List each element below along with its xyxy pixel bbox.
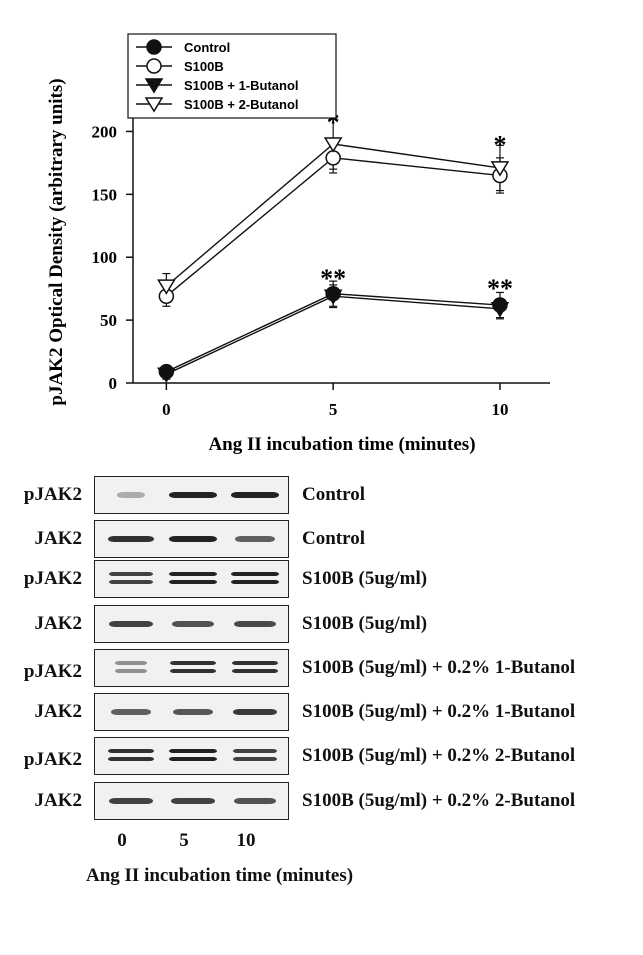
blot-protein-label: pJAK2 — [23, 484, 82, 505]
blot-condition-label: S100B (5ug/ml) + 0.2% 1-Butanol — [302, 701, 576, 722]
blot-row: JAK2 S100B (5ug/ml) + 0.2% 1-Butanol — [0, 692, 643, 732]
y-tick-label: 150 — [92, 185, 118, 204]
blot-condition-label: Control — [302, 528, 365, 549]
blot-band — [114, 669, 148, 673]
blot-protein-label: JAK2 — [34, 613, 83, 634]
line-chart: 0 50 100 150 200 0 5 10 Ang II incubation time (… — [46, 33, 550, 455]
blot-band — [109, 572, 153, 576]
blot-band — [235, 536, 275, 542]
blot-band — [169, 572, 217, 576]
blot-band — [232, 669, 278, 673]
blot-band — [114, 661, 148, 665]
y-tick-label: 50 — [100, 311, 117, 330]
blot-protein-label: pJAK2 — [23, 568, 82, 589]
western-blot-panel: pJAK2 Control JAK2 Control pJAK2 S100B (5ug/m… — [0, 470, 643, 955]
blot-band — [169, 580, 217, 584]
blot-row: JAK2 S100B (5ug/ml) + 0.2% 2-Butanol — [0, 781, 643, 821]
blot-band — [109, 621, 153, 627]
data-point — [490, 302, 510, 318]
blot-band — [231, 572, 279, 576]
legend-marker — [146, 39, 162, 55]
blot-band — [233, 749, 277, 753]
legend-label: S100B — [184, 59, 224, 74]
blot-protein-label: JAK2 — [34, 790, 83, 811]
blot-band — [234, 798, 276, 804]
blot-strip — [94, 737, 289, 775]
legend-label: Control — [184, 40, 230, 55]
blot-x-axis-label: Ang II incubation time (minutes) — [86, 865, 354, 886]
blot-band — [170, 661, 216, 665]
significance-marker: * — [493, 131, 506, 160]
blot-band — [111, 709, 151, 715]
blot-protein-label: pJAK2 — [23, 749, 82, 770]
blot-strip — [94, 782, 289, 820]
blot-band — [169, 536, 217, 542]
blot-band — [172, 709, 214, 715]
blot-band — [233, 757, 277, 761]
blot-strip — [94, 605, 289, 643]
blot-row: JAK2 Control — [0, 519, 643, 559]
legend-label: S100B + 2-Butanol — [184, 97, 299, 112]
significance-marker: ** — [320, 264, 346, 293]
lane-label: 10 — [236, 830, 256, 851]
blot-condition-label: S100B (5ug/ml) + 0.2% 1-Butanol — [302, 657, 576, 678]
data-point — [323, 289, 343, 305]
data-point — [490, 161, 510, 177]
blot-band — [231, 492, 279, 498]
blot-strip — [94, 693, 289, 731]
blot-band — [231, 580, 279, 584]
x-tick-label: 10 — [491, 400, 508, 419]
x-tick-label: 0 — [162, 400, 171, 419]
blot-band — [172, 621, 214, 627]
blot-row: pJAK2 S100B (5ug/ml) + 0.2% 1-Butanol — [0, 648, 643, 688]
blot-band — [232, 709, 278, 715]
blot-band — [108, 757, 154, 761]
blot-protein-label: JAK2 — [34, 528, 83, 549]
blot-condition-label: S100B (5ug/ml) — [302, 568, 428, 589]
blot-band — [169, 757, 217, 761]
blot-condition-label: S100B (5ug/ml) + 0.2% 2-Butanol — [302, 745, 576, 766]
blot-condition-label: Control — [302, 484, 365, 505]
data-point — [157, 279, 176, 295]
blot-band — [108, 749, 154, 753]
blot-band — [116, 492, 146, 498]
blot-band — [109, 580, 153, 584]
y-tick-label: 100 — [92, 248, 118, 267]
significance-marker: ** — [487, 274, 513, 303]
blot-band — [108, 536, 154, 542]
data-point — [325, 150, 341, 166]
blot-strip — [94, 560, 289, 598]
blot-band — [169, 749, 217, 753]
blot-protein-label: JAK2 — [34, 701, 83, 722]
y-tick-label: 0 — [109, 374, 118, 393]
lane-label: 0 — [117, 830, 127, 851]
blot-condition-label: S100B (5ug/ml) — [302, 613, 428, 634]
blot-row: pJAK2 S100B (5ug/ml) — [0, 559, 643, 599]
blot-row: pJAK2 Control — [0, 475, 643, 515]
blot-strip — [94, 649, 289, 687]
blot-band — [171, 798, 215, 804]
blot-condition-label: S100B (5ug/ml) + 0.2% 2-Butanol — [302, 790, 576, 811]
blot-row: pJAK2 S100B (5ug/ml) + 0.2% 2-Butanol — [0, 736, 643, 776]
legend-marker — [144, 97, 164, 113]
blot-protein-label: pJAK2 — [23, 661, 82, 682]
blot-strip — [94, 520, 289, 558]
blot-band — [232, 661, 278, 665]
blot-strip — [94, 476, 289, 514]
data-point — [157, 367, 176, 383]
y-tick-label: 200 — [92, 122, 118, 141]
legend-marker — [146, 58, 162, 74]
legend-label: S100B + 1-Butanol — [184, 78, 299, 93]
blot-band — [170, 669, 216, 673]
blot-band — [233, 621, 277, 627]
y-axis-label: pJAK2 Optical Density (arbitrary units) — [46, 78, 67, 405]
blot-row: JAK2 S100B (5ug/ml) — [0, 604, 643, 644]
legend-marker — [144, 78, 164, 94]
x-axis-label: Ang II incubation time (minutes) — [208, 434, 475, 455]
x-tick-label: 5 — [329, 400, 338, 419]
blot-band — [109, 798, 153, 804]
data-point — [323, 137, 343, 153]
lane-label: 5 — [179, 830, 189, 851]
blot-band — [169, 492, 217, 498]
